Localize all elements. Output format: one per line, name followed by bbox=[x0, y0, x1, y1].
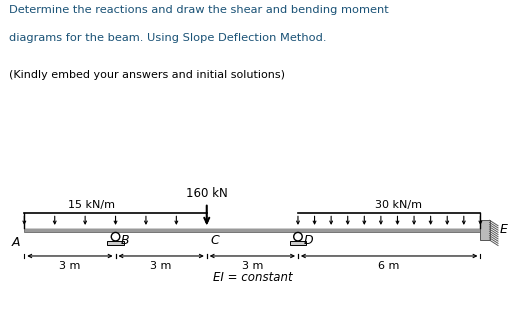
Text: E: E bbox=[499, 223, 507, 236]
Text: B: B bbox=[121, 234, 129, 247]
Bar bbox=[480, 220, 490, 240]
Text: 160 kN: 160 kN bbox=[186, 187, 228, 200]
Text: D: D bbox=[304, 234, 313, 247]
Bar bbox=[107, 241, 124, 245]
Bar bbox=[24, 228, 480, 229]
Text: 3 m: 3 m bbox=[150, 262, 172, 272]
Text: 15 kN/m: 15 kN/m bbox=[68, 200, 115, 210]
Circle shape bbox=[294, 232, 302, 241]
Bar bbox=[24, 228, 480, 232]
Text: 3 m: 3 m bbox=[59, 262, 80, 272]
Text: A: A bbox=[11, 236, 20, 249]
Text: Determine the reactions and draw the shear and bending moment: Determine the reactions and draw the she… bbox=[9, 5, 389, 15]
Text: diagrams for the beam. Using Slope Deflection Method.: diagrams for the beam. Using Slope Defle… bbox=[9, 33, 327, 43]
Text: EI = constant: EI = constant bbox=[213, 271, 292, 284]
Text: 3 m: 3 m bbox=[241, 262, 263, 272]
Text: 6 m: 6 m bbox=[379, 262, 400, 272]
Circle shape bbox=[112, 232, 120, 241]
Text: 30 kN/m: 30 kN/m bbox=[375, 200, 422, 210]
Text: C: C bbox=[210, 234, 219, 247]
Text: (Kindly embed your answers and initial solutions): (Kindly embed your answers and initial s… bbox=[9, 70, 286, 80]
Bar bbox=[290, 241, 306, 245]
